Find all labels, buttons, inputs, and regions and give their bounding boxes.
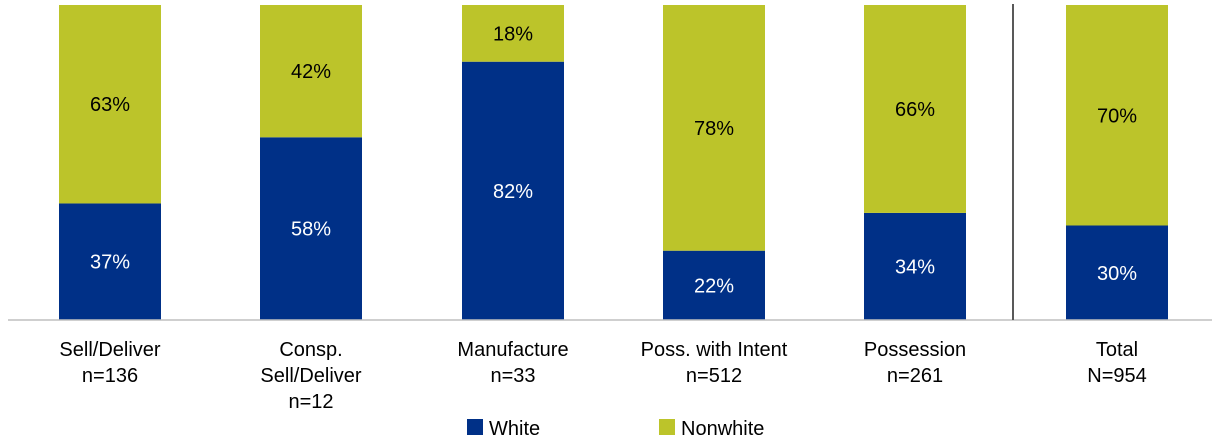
category-label-4-line-1: n=261 bbox=[887, 365, 943, 387]
bar-segment-nonwhite-1 bbox=[260, 5, 362, 138]
bar-segment-nonwhite-5 bbox=[1066, 5, 1168, 226]
category-label-2-line-1: n=33 bbox=[490, 365, 535, 387]
data-labels-layer: 37% 63% 58% 42% 82% 18% 22% 78% 34% 66% 30% 70% bbox=[90, 23, 1137, 297]
category-label-5-line-0: Total bbox=[1096, 339, 1138, 361]
category-label-0-line-0: Sell/Deliver bbox=[59, 339, 160, 361]
bars-layer bbox=[59, 5, 1168, 320]
data-label-white-5: 30% bbox=[1097, 263, 1137, 285]
data-label-white-2: 82% bbox=[493, 181, 533, 203]
category-labels-layer: Sell/Deliver n=136 Consp. Sell/Deliver n=12 M… bbox=[59, 339, 1146, 413]
bar-segment-nonwhite-3 bbox=[663, 5, 765, 251]
category-label-0-line-1: n=136 bbox=[82, 365, 138, 387]
legend: White Nonwhite bbox=[467, 418, 764, 440]
bar-segment-white-2 bbox=[462, 61, 564, 320]
category-label-2-line-0: Manufacture bbox=[457, 339, 568, 361]
bar-segment-nonwhite-4 bbox=[864, 5, 966, 213]
data-label-nonwhite-0: 63% bbox=[90, 94, 130, 116]
data-label-nonwhite-2: 18% bbox=[493, 23, 533, 45]
legend-label-white: White bbox=[489, 418, 540, 440]
category-label-1-line-2: n=12 bbox=[288, 391, 333, 413]
category-label-1-line-0: Consp. bbox=[279, 339, 342, 361]
bar-segment-white-5 bbox=[1066, 225, 1168, 320]
legend-swatch-white bbox=[467, 419, 483, 435]
category-label-3-line-0: Poss. with Intent bbox=[641, 339, 788, 361]
bar-segment-white-0 bbox=[59, 203, 161, 320]
bar-segment-nonwhite-0 bbox=[59, 5, 161, 204]
data-label-white-0: 37% bbox=[90, 252, 130, 274]
category-label-5-line-1: N=954 bbox=[1087, 365, 1147, 387]
category-label-1-line-1: Sell/Deliver bbox=[260, 365, 361, 387]
bar-segment-nonwhite-2 bbox=[462, 5, 564, 62]
bar-segment-white-4 bbox=[864, 212, 966, 320]
data-label-white-1: 58% bbox=[291, 219, 331, 241]
legend-swatch-nonwhite bbox=[659, 419, 675, 435]
legend-label-nonwhite: Nonwhite bbox=[681, 418, 764, 440]
data-label-nonwhite-3: 78% bbox=[694, 118, 734, 140]
data-label-nonwhite-5: 70% bbox=[1097, 105, 1137, 127]
data-label-white-4: 34% bbox=[895, 256, 935, 278]
bar-segment-white-1 bbox=[260, 137, 362, 320]
data-label-white-3: 22% bbox=[694, 275, 734, 297]
category-label-4-line-0: Possession bbox=[864, 339, 966, 361]
data-label-nonwhite-4: 66% bbox=[895, 99, 935, 121]
bar-segment-white-3 bbox=[663, 250, 765, 320]
data-label-nonwhite-1: 42% bbox=[291, 61, 331, 83]
category-label-3-line-1: n=512 bbox=[686, 365, 742, 387]
